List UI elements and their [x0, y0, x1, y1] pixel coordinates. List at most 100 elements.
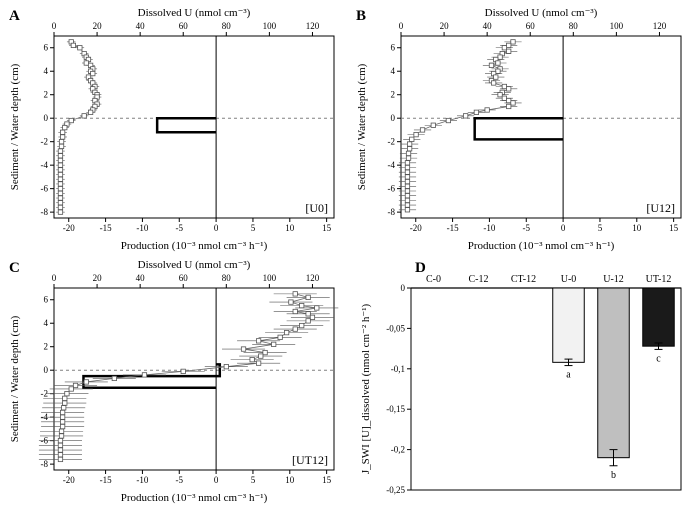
svg-text:120: 120	[653, 21, 667, 31]
svg-text:6: 6	[44, 43, 49, 53]
svg-text:Dissolved U (nmol cm⁻³): Dissolved U (nmol cm⁻³)	[485, 7, 598, 19]
svg-text:0: 0	[44, 365, 49, 375]
svg-text:-2: -2	[388, 137, 396, 147]
svg-text:-6: -6	[388, 184, 396, 194]
svg-text:C-0: C-0	[426, 274, 441, 285]
svg-text:80: 80	[569, 21, 579, 31]
svg-text:Sediment / Water depth (cm): Sediment / Water depth (cm)	[356, 63, 368, 190]
svg-text:10: 10	[285, 475, 295, 485]
svg-text:A: A	[9, 8, 20, 24]
svg-text:5: 5	[251, 223, 256, 233]
svg-text:Dissolved U (nmol cm⁻³): Dissolved U (nmol cm⁻³)	[138, 259, 251, 271]
svg-text:Production (10⁻³ nmol cm⁻³ h⁻¹: Production (10⁻³ nmol cm⁻³ h⁻¹)	[468, 240, 615, 252]
svg-text:80: 80	[222, 273, 232, 283]
svg-text:-2: -2	[41, 137, 49, 147]
svg-text:5: 5	[251, 475, 256, 485]
svg-text:120: 120	[306, 21, 320, 31]
svg-text:-8: -8	[388, 207, 396, 217]
svg-text:D: D	[415, 260, 426, 276]
svg-text:0: 0	[52, 21, 57, 31]
svg-text:-8: -8	[41, 207, 49, 217]
svg-text:60: 60	[526, 21, 536, 31]
panel-b: -8-6-4-20246-20-15-10-505101502040608010…	[353, 6, 694, 252]
svg-text:a: a	[566, 370, 571, 381]
svg-text:15: 15	[669, 223, 679, 233]
svg-text:-0,15: -0,15	[386, 404, 405, 414]
svg-text:[U0]: [U0]	[305, 201, 328, 215]
svg-text:20: 20	[93, 273, 103, 283]
svg-text:-10: -10	[136, 223, 148, 233]
svg-text:10: 10	[285, 223, 295, 233]
svg-text:40: 40	[136, 21, 146, 31]
svg-text:10: 10	[632, 223, 642, 233]
svg-text:6: 6	[44, 295, 49, 305]
svg-text:120: 120	[306, 273, 320, 283]
svg-text:5: 5	[598, 223, 603, 233]
svg-text:100: 100	[263, 273, 277, 283]
panel-a: -8-6-4-20246-20-15-10-505101502040608010…	[6, 6, 347, 252]
svg-text:-20: -20	[410, 223, 422, 233]
svg-text:20: 20	[93, 21, 103, 31]
svg-text:2: 2	[391, 90, 396, 100]
svg-text:C-12: C-12	[469, 274, 489, 285]
svg-text:CT-12: CT-12	[511, 274, 536, 285]
panel-c: -8-6-4-20246-20-15-10-505101502040608010…	[6, 258, 347, 504]
svg-text:0: 0	[401, 283, 406, 293]
svg-text:b: b	[611, 470, 616, 481]
svg-text:-20: -20	[63, 223, 75, 233]
svg-text:80: 80	[222, 21, 232, 31]
svg-text:c: c	[656, 353, 661, 364]
svg-text:0: 0	[399, 21, 404, 31]
svg-text:UT-12: UT-12	[646, 274, 672, 285]
svg-text:15: 15	[322, 475, 332, 485]
svg-text:60: 60	[179, 21, 189, 31]
svg-text:Sediment / Water depth (cm): Sediment / Water depth (cm)	[9, 63, 21, 190]
svg-text:0: 0	[214, 223, 219, 233]
svg-text:100: 100	[263, 21, 277, 31]
svg-text:-15: -15	[100, 475, 112, 485]
svg-text:15: 15	[322, 223, 332, 233]
svg-text:4: 4	[44, 318, 49, 328]
svg-text:Sediment / Water depth (cm): Sediment / Water depth (cm)	[9, 315, 21, 442]
svg-text:-15: -15	[447, 223, 459, 233]
svg-text:U-0: U-0	[561, 274, 577, 285]
panel-d: 0 -0,05 -0,1 -0,15 -0,2 -0,25 C-0 C-12 CT-12 U-0 U…	[353, 258, 694, 504]
svg-text:-8: -8	[41, 459, 49, 469]
svg-text:60: 60	[179, 273, 189, 283]
svg-text:0: 0	[391, 113, 396, 123]
svg-text:20: 20	[440, 21, 450, 31]
svg-text:-10: -10	[483, 223, 495, 233]
svg-text:-10: -10	[136, 475, 148, 485]
svg-text:4: 4	[44, 66, 49, 76]
svg-text:Production (10⁻³ nmol cm⁻³ h⁻¹: Production (10⁻³ nmol cm⁻³ h⁻¹)	[121, 240, 268, 252]
svg-text:-0,1: -0,1	[391, 364, 405, 374]
svg-text:-5: -5	[176, 475, 184, 485]
svg-text:2: 2	[44, 90, 49, 100]
svg-text:6: 6	[391, 43, 396, 53]
svg-text:[UT12]: [UT12]	[292, 453, 328, 467]
svg-text:4: 4	[391, 66, 396, 76]
svg-text:-6: -6	[41, 184, 49, 194]
svg-text:40: 40	[483, 21, 493, 31]
svg-text:-4: -4	[388, 160, 396, 170]
svg-text:100: 100	[610, 21, 624, 31]
svg-text:0: 0	[214, 475, 219, 485]
svg-text:0: 0	[52, 273, 57, 283]
svg-text:U-12: U-12	[603, 274, 624, 285]
svg-text:0: 0	[44, 113, 49, 123]
svg-text:-15: -15	[100, 223, 112, 233]
svg-text:0: 0	[561, 223, 566, 233]
svg-text:-5: -5	[523, 223, 531, 233]
svg-text:J_SWI [U]_dissolved (nmol cm⁻²: J_SWI [U]_dissolved (nmol cm⁻² h⁻¹)	[360, 303, 372, 474]
svg-text:-0,2: -0,2	[391, 445, 405, 455]
svg-text:B: B	[356, 8, 366, 24]
svg-text:40: 40	[136, 273, 146, 283]
figure-grid: -8-6-4-20246-20-15-10-505101502040608010…	[6, 6, 694, 504]
svg-text:[U12]: [U12]	[646, 201, 675, 215]
svg-text:-0,05: -0,05	[386, 323, 405, 333]
svg-text:-5: -5	[176, 223, 184, 233]
svg-text:-0,25: -0,25	[386, 485, 405, 495]
svg-text:C: C	[9, 260, 20, 276]
svg-text:Dissolved U (nmol cm⁻³): Dissolved U (nmol cm⁻³)	[138, 7, 251, 19]
svg-text:Production (10⁻³ nmol cm⁻³ h⁻¹: Production (10⁻³ nmol cm⁻³ h⁻¹)	[121, 492, 268, 504]
